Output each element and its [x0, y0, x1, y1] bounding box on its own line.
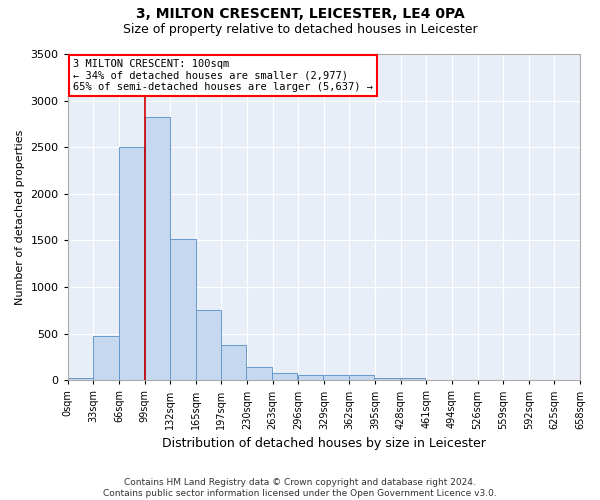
Bar: [298, 375, 323, 380]
Bar: [374, 378, 400, 380]
Bar: [349, 375, 374, 380]
Text: 3 MILTON CRESCENT: 100sqm
← 34% of detached houses are smaller (2,977)
65% of se: 3 MILTON CRESCENT: 100sqm ← 34% of detac…: [73, 59, 373, 92]
Text: Contains HM Land Registry data © Crown copyright and database right 2024.
Contai: Contains HM Land Registry data © Crown c…: [103, 478, 497, 498]
Text: Size of property relative to detached houses in Leicester: Size of property relative to detached ho…: [122, 22, 478, 36]
Bar: [68, 378, 93, 380]
Bar: [196, 310, 221, 380]
Bar: [272, 373, 298, 380]
Bar: [145, 118, 170, 380]
Bar: [119, 147, 145, 380]
Bar: [221, 345, 246, 380]
Bar: [323, 375, 349, 380]
Bar: [247, 367, 272, 380]
Text: 3, MILTON CRESCENT, LEICESTER, LE4 0PA: 3, MILTON CRESCENT, LEICESTER, LE4 0PA: [136, 8, 464, 22]
Bar: [400, 378, 425, 380]
X-axis label: Distribution of detached houses by size in Leicester: Distribution of detached houses by size …: [162, 437, 486, 450]
Bar: [94, 336, 119, 380]
Bar: [170, 238, 196, 380]
Y-axis label: Number of detached properties: Number of detached properties: [15, 130, 25, 305]
